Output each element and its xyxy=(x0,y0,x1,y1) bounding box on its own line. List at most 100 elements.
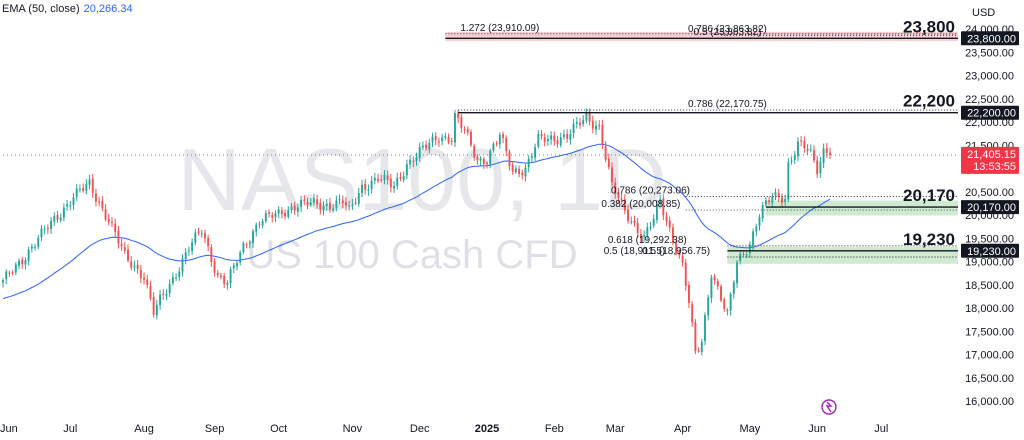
candle-body xyxy=(123,247,126,251)
candle xyxy=(223,273,226,288)
tradingview-logo-icon[interactable] xyxy=(821,399,837,415)
candle xyxy=(819,156,822,178)
price-tick: 22,500.00 xyxy=(965,94,1014,106)
candle xyxy=(117,225,120,249)
candle xyxy=(809,144,812,153)
candle-body xyxy=(245,244,248,246)
candle xyxy=(425,140,428,151)
candle-body xyxy=(127,249,129,261)
candle-body xyxy=(518,168,521,174)
ema-legend[interactable]: EMA (50, close) 20,266.34 xyxy=(2,3,133,15)
candle-body xyxy=(75,188,78,197)
candle xyxy=(210,243,213,267)
candle-body xyxy=(704,315,706,341)
candle xyxy=(655,199,658,224)
candle xyxy=(303,195,306,206)
candle-body xyxy=(139,269,142,279)
candle-body xyxy=(117,230,120,244)
candle xyxy=(11,270,14,276)
candle-body xyxy=(46,228,49,230)
level-tag-text: 20,170.00 xyxy=(967,202,1016,214)
candle-body xyxy=(502,134,505,139)
candle-body xyxy=(107,218,110,223)
candle xyxy=(646,222,649,240)
candle xyxy=(498,132,501,149)
candle-body xyxy=(463,128,466,130)
candle-body xyxy=(630,221,633,223)
last-price-text: 21,405.15 xyxy=(967,149,1016,161)
candle-body xyxy=(655,204,658,220)
candle xyxy=(668,216,671,232)
candle xyxy=(607,153,610,170)
level-tag-20,170: 20,170.00 xyxy=(961,200,1019,215)
candle-body xyxy=(357,193,360,204)
candle xyxy=(226,280,229,290)
candle xyxy=(322,201,325,216)
candle-body xyxy=(713,276,716,281)
candle-series xyxy=(2,108,958,356)
candle-body xyxy=(271,214,274,218)
candle xyxy=(2,278,4,288)
candle-body xyxy=(405,164,408,176)
candle xyxy=(91,173,94,198)
candle xyxy=(713,273,716,285)
time-tick-Nov: Nov xyxy=(343,423,363,435)
candle-body xyxy=(290,206,293,210)
candle-body xyxy=(364,183,367,190)
candle-body xyxy=(18,260,20,266)
candle-body xyxy=(383,174,386,181)
candle-body xyxy=(50,220,53,230)
time-tick-May: May xyxy=(739,423,760,435)
candle-body xyxy=(684,262,687,286)
candle-body xyxy=(505,137,508,152)
candle-body xyxy=(187,250,190,252)
candle xyxy=(479,155,482,166)
candle-body xyxy=(434,136,437,141)
candle-body xyxy=(582,119,585,125)
candle-body xyxy=(136,264,139,269)
level-label-23,800: 23,800 xyxy=(903,17,955,36)
candle xyxy=(755,223,758,237)
level-lines: 23,800 22,200 20,170 19,230 xyxy=(445,17,958,252)
candle-body xyxy=(611,167,613,183)
watermark-symbol: NAS100, 1D xyxy=(177,130,666,229)
candle-body xyxy=(668,220,671,228)
candle xyxy=(537,130,540,149)
candle xyxy=(361,179,363,198)
candle-body xyxy=(748,244,751,254)
candle-body xyxy=(377,178,379,181)
level-tag-22,200: 22,200.00 xyxy=(961,105,1019,120)
candle xyxy=(559,132,562,148)
candle-body xyxy=(312,198,315,203)
time-tick-Apr: Apr xyxy=(674,423,691,435)
candle-body xyxy=(662,198,665,216)
candle xyxy=(85,179,88,195)
candle-body xyxy=(274,213,277,218)
level-tag-text: 23,800.00 xyxy=(967,33,1016,45)
candle xyxy=(338,194,341,205)
candle xyxy=(793,150,796,164)
level-tag-bg xyxy=(961,105,1019,120)
candle-body xyxy=(66,204,69,207)
time-axis[interactable]: Jun Jul Aug Sep Oct Nov Dec 2025 Feb Mar Apr May Jun… xyxy=(0,423,888,435)
candle xyxy=(758,214,761,231)
candle xyxy=(601,119,604,150)
time-tick-Aug: Aug xyxy=(134,423,154,435)
candle-body xyxy=(800,140,803,142)
candle-body xyxy=(473,145,476,158)
candle-body xyxy=(534,147,537,158)
candle xyxy=(14,262,17,276)
candle-body xyxy=(591,120,594,129)
candle-body xyxy=(280,210,283,215)
candle-body xyxy=(24,260,27,265)
candle xyxy=(444,132,447,141)
candle xyxy=(486,160,488,169)
candle-body xyxy=(242,243,245,253)
candle-body xyxy=(184,252,187,260)
candle xyxy=(729,292,732,316)
candle-body xyxy=(210,247,213,263)
candle-body xyxy=(284,212,287,217)
candle xyxy=(761,201,764,223)
candle-body xyxy=(646,227,649,236)
